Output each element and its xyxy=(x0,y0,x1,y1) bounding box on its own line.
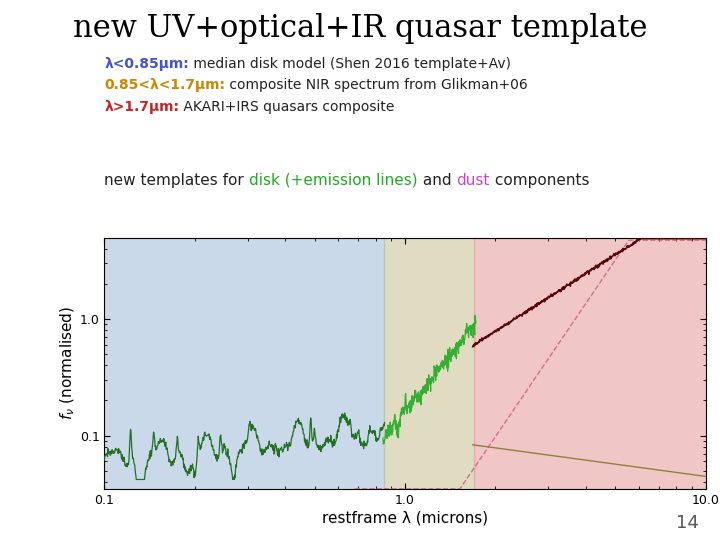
X-axis label: restframe λ (microns): restframe λ (microns) xyxy=(322,511,488,526)
Text: components: components xyxy=(490,173,589,188)
Bar xyxy=(104,238,384,489)
Text: new UV+optical+IR quasar template: new UV+optical+IR quasar template xyxy=(73,14,647,44)
Text: 14: 14 xyxy=(675,514,698,532)
Text: λ>1.7μm:: λ>1.7μm: xyxy=(104,100,179,114)
Text: disk (+emission lines): disk (+emission lines) xyxy=(249,173,418,188)
Y-axis label: $f_{\nu}$ (normalised): $f_{\nu}$ (normalised) xyxy=(58,306,77,420)
Text: median disk model (Shen 2016 template+Av): median disk model (Shen 2016 template+Av… xyxy=(189,57,511,71)
Bar xyxy=(384,238,474,489)
Text: new templates for: new templates for xyxy=(104,173,249,188)
Text: dust: dust xyxy=(456,173,490,188)
Text: AKARI+IRS quasars composite: AKARI+IRS quasars composite xyxy=(179,100,395,114)
Text: composite NIR spectrum from Glikman+06: composite NIR spectrum from Glikman+06 xyxy=(225,78,528,92)
Bar xyxy=(474,238,706,489)
Text: 0.85<λ<1.7μm:: 0.85<λ<1.7μm: xyxy=(104,78,225,92)
Text: λ<0.85μm:: λ<0.85μm: xyxy=(104,57,189,71)
Text: and: and xyxy=(418,173,456,188)
